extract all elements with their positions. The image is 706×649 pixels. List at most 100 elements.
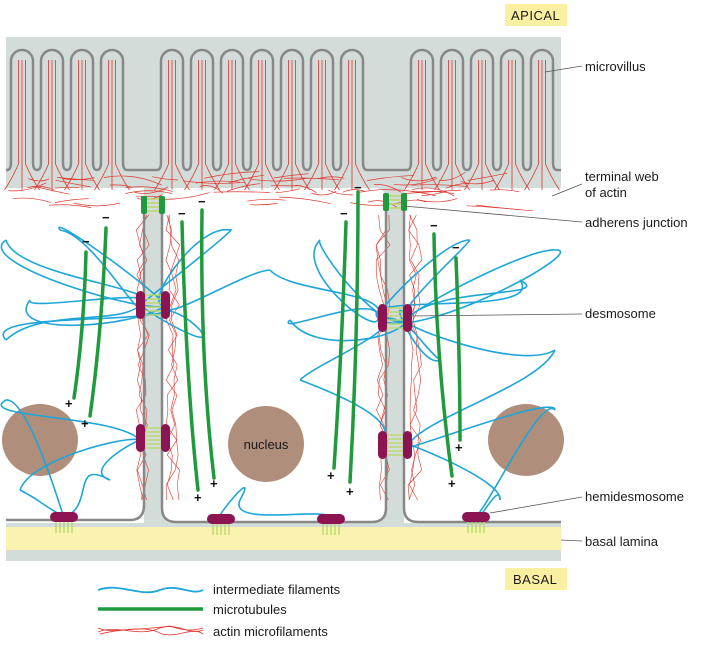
actin-filament (134, 186, 169, 194)
desmosome-plaque (403, 431, 412, 459)
plus-sign: + (327, 468, 335, 483)
actin-filament (162, 192, 210, 200)
actin-filament (274, 173, 309, 179)
plus-sign: + (65, 396, 73, 411)
actin-filament (401, 176, 437, 182)
label-microvillus: microvillus (585, 59, 646, 74)
actin-filament (328, 189, 354, 196)
plus-sign: + (455, 440, 463, 455)
basal-tag: BASAL (513, 572, 557, 587)
microtubule-end-signs: − − + + − − + + − − + + − − + + (65, 180, 463, 505)
actin-filament (412, 190, 455, 194)
actin-filament (228, 174, 265, 184)
actin-filament (103, 175, 162, 186)
lateral-membrane-right-cell2 (160, 196, 388, 524)
actin-filament (271, 184, 301, 187)
desmosome (136, 291, 170, 319)
microvillus-actin-core (404, 60, 440, 191)
plus-sign: + (346, 484, 354, 499)
plus-sign: + (194, 490, 202, 505)
adherens-plaque (159, 196, 165, 214)
actin-filament (412, 187, 455, 197)
actin-filament (55, 179, 91, 188)
minus-sign: − (430, 218, 438, 233)
actin-filament (374, 184, 402, 193)
microtubule-c3-a (432, 232, 454, 478)
microtubule-c2-a (180, 220, 200, 492)
adherens-plaque (141, 196, 147, 214)
hemidesmosome (50, 512, 78, 533)
microvillus-actin-core (434, 60, 470, 191)
minus-sign: − (340, 206, 348, 221)
desmosome-plaque (161, 424, 170, 452)
plus-sign: + (448, 476, 456, 491)
actin-filament (460, 179, 495, 185)
actin-filament (203, 171, 260, 179)
leader-microvillus (544, 65, 583, 73)
microtubule-c1-a (72, 250, 88, 400)
actin-filament (49, 204, 92, 208)
legend-swatch-intermediate (97, 586, 204, 594)
actin-filament (275, 188, 300, 194)
apical-tag-bg (505, 4, 567, 26)
lateral-membrane-left-cell1 (6, 196, 146, 522)
microvillus-actin-core (214, 60, 250, 191)
hemidesmosome-plaque (207, 514, 235, 524)
hemidesmosome (462, 512, 490, 533)
nucleus-cell-1 (2, 404, 78, 476)
terminal-web-of-actin (8, 171, 533, 212)
microtubule-c1-b (88, 226, 108, 418)
lateral-actin-filament (408, 214, 423, 501)
microvillus-actin-core (184, 60, 220, 191)
intermediate-filament (377, 249, 562, 325)
microtubule-c2-d (348, 190, 360, 484)
label-terminal-web-line1: terminal web (585, 169, 659, 184)
actin-filament (248, 177, 309, 182)
actin-filament (109, 184, 131, 188)
desmosome-plaque (136, 291, 145, 319)
minus-sign: − (102, 210, 110, 225)
legend-label-microtubules: microtubules (213, 602, 287, 617)
label-hemidesmosome: hemidesmosome (585, 489, 684, 504)
actin-filament (55, 187, 80, 189)
lateral-actin-filament (165, 214, 181, 501)
actin-filament (467, 172, 508, 181)
actin-filament (393, 178, 438, 186)
microvillus-actin-core (494, 60, 530, 191)
microvillus-actin-core (464, 60, 500, 191)
leader-desmosome (409, 313, 583, 317)
label-desmosome: desmosome (585, 306, 656, 321)
apical-tag: APICAL (511, 8, 560, 23)
actin-filament (152, 176, 179, 181)
actin-filament (125, 186, 173, 192)
actin-filament (279, 196, 331, 205)
nucleus-cell-2 (228, 406, 304, 482)
microtubule-c2-b (200, 208, 216, 480)
microvillus-actin-core (274, 60, 310, 191)
desmosome-plaque (378, 304, 387, 332)
legend-label-actin: actin microfilaments (213, 624, 328, 639)
adherens-junction-left (141, 196, 165, 214)
minus-sign: − (82, 234, 90, 249)
label-adherens-junction: adherens junction (585, 215, 688, 230)
plus-sign: + (81, 416, 89, 431)
adherens-plaque (383, 193, 389, 211)
actin-filament (54, 198, 89, 203)
legend-swatch-actin (97, 625, 204, 636)
desmosomes-layer (136, 291, 412, 459)
intermediate-filament (0, 399, 141, 441)
actin-filament (125, 190, 172, 194)
hemidesmosome (317, 514, 345, 535)
label-terminal-web-line2: of actin (585, 185, 627, 200)
leader-terminal-web (551, 183, 583, 197)
nucleus-label: nucleus (244, 437, 289, 452)
microvillus-actin-core (154, 60, 190, 191)
minus-sign: − (354, 180, 362, 195)
actin-filament (489, 189, 520, 193)
actin-filament (342, 189, 366, 193)
intermediate-filament (5, 304, 141, 341)
actin-filament (8, 182, 47, 192)
minus-sign: − (198, 194, 206, 209)
intermediate-filament (287, 307, 379, 325)
